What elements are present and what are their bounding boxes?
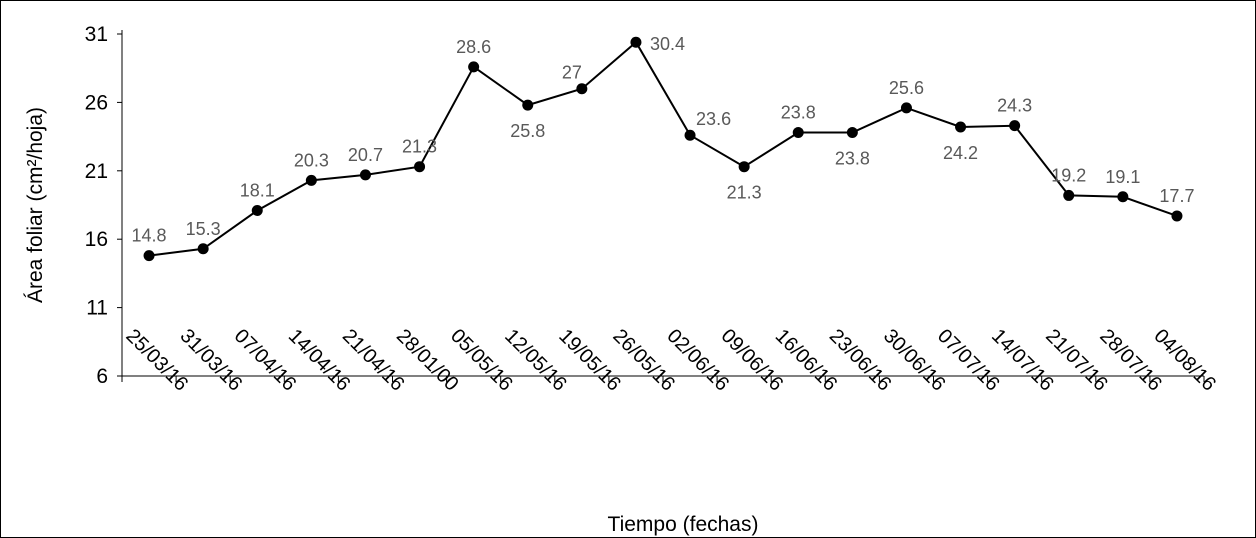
data-label: 30.4 (650, 34, 685, 54)
data-label: 24.2 (943, 143, 978, 163)
data-point (900, 102, 912, 114)
data-label: 17.7 (1159, 186, 1194, 206)
data-label: 20.7 (348, 145, 383, 165)
data-point (305, 174, 317, 186)
x-axis: 25/03/1631/03/1607/04/1614/04/1621/04/16… (121, 325, 1220, 396)
data-label: 27 (562, 63, 582, 83)
data-point (522, 99, 534, 111)
data-label: 25.6 (889, 78, 924, 98)
data-point (468, 61, 480, 73)
y-axis-title: Área foliar (cm²/hoja) (24, 107, 47, 303)
data-label: 18.1 (240, 180, 275, 200)
data-label: 24.3 (997, 96, 1032, 116)
data-labels: 14.8 15.3 18.1 20.3 20.7 21.3 28.6 25.8 27 30.4 23… (132, 34, 1195, 245)
y-tick-label: 11 (86, 297, 108, 320)
data-label: 15.3 (186, 219, 221, 239)
y-tick-label: 31 (85, 23, 108, 46)
y-axis: 6 11 16 21 26 31 (85, 23, 123, 388)
data-point (1171, 210, 1183, 222)
data-label: 23.8 (835, 148, 870, 168)
data-point (1117, 191, 1129, 203)
data-label: 21.3 (402, 137, 437, 157)
y-tick-label: 16 (85, 228, 108, 251)
data-point (792, 126, 804, 138)
data-point (955, 121, 967, 133)
data-point (684, 129, 696, 141)
data-point (197, 243, 209, 255)
data-point (251, 204, 263, 216)
data-label: 23.6 (696, 109, 731, 129)
data-label: 14.8 (132, 226, 167, 246)
data-label: 25.8 (510, 121, 545, 141)
data-point (414, 161, 426, 173)
data-point (1063, 189, 1075, 201)
data-label: 20.3 (294, 150, 329, 170)
data-point (359, 169, 371, 181)
data-label: 19.2 (1051, 165, 1086, 185)
data-label: 19.1 (1105, 167, 1140, 187)
series-line (148, 40, 1178, 257)
y-tick-label: 21 (85, 160, 108, 183)
data-point (1009, 120, 1021, 132)
y-tick-label: 6 (96, 365, 108, 388)
data-point (738, 161, 750, 173)
y-tick-label: 26 (85, 91, 108, 114)
data-point (576, 83, 588, 95)
data-point (630, 36, 642, 48)
data-point (143, 250, 155, 262)
data-point (846, 126, 858, 138)
x-axis-title: Tiempo (fechas) (608, 513, 759, 536)
data-label: 21.3 (727, 183, 762, 203)
data-label: 28.6 (456, 37, 491, 57)
series-line-group (143, 36, 1183, 262)
data-label: 23.8 (781, 102, 816, 122)
